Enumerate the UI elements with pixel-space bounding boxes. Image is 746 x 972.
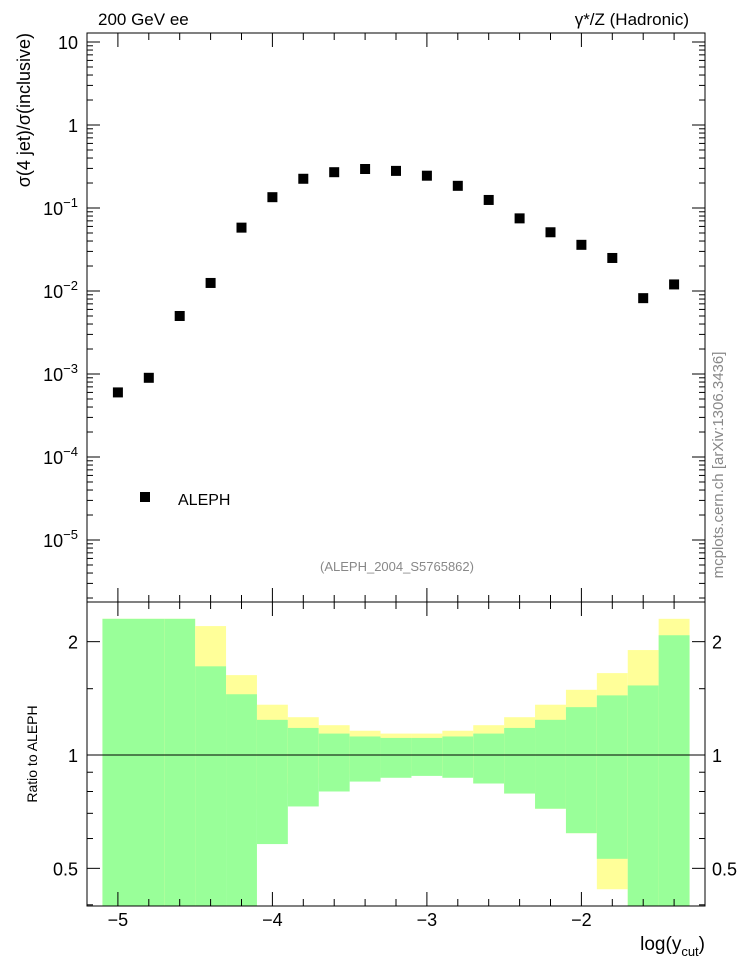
process-label: γ*/Z (Hadronic) [575, 10, 689, 29]
data-point [669, 279, 680, 290]
y-tick-label: 10−5 [43, 527, 78, 551]
side-label: mcplots.cern.ch [arXiv:1306.3436] [710, 352, 727, 579]
main-panel: 10 1 10−1 10−2 10−3 10−4 10−5 σ(4 jet)/σ(inclu… [14, 32, 706, 603]
inner-band-bin [287, 727, 319, 807]
x-axis-label-close: ) [699, 934, 705, 955]
x-axis-label-subscript: cut [681, 944, 699, 959]
data-point [483, 194, 494, 205]
data-point [421, 170, 432, 181]
inner-band-bin [256, 719, 288, 845]
ratio-panel: 2 2 1 1 0.5 0.5 −5 −4 −3 −2 Ratio to ALEPH log(y… [24, 601, 737, 959]
y-tick-label: 10−1 [43, 195, 78, 219]
x-tick-label: −2 [571, 910, 592, 930]
y-tick-label: 10−2 [43, 278, 78, 302]
inner-band-bin [658, 635, 690, 906]
data-point [329, 167, 340, 178]
ratio-y-axis-label: Ratio to ALEPH [24, 705, 40, 802]
inner-band-bin [164, 618, 196, 906]
main-y-axis-label: σ(4 jet)/σ(inclusive) [14, 33, 34, 187]
ratio-y-tick-label: 2 [68, 633, 78, 653]
data-point [576, 239, 587, 250]
x-tick-label: −5 [108, 910, 129, 930]
x-axis-label-main: log(y [640, 934, 682, 955]
inner-band-bin [442, 736, 474, 778]
inner-band-bin [226, 694, 257, 906]
data-point [112, 387, 123, 398]
inner-band-bin [565, 707, 597, 834]
inner-band-bin [627, 685, 659, 906]
x-tick-label: −4 [262, 910, 283, 930]
inner-band-bin [473, 733, 505, 784]
inner-band-bin [195, 666, 227, 906]
inner-band-bin [349, 736, 381, 782]
data-point [205, 277, 216, 288]
energy-label: 200 GeV ee [98, 10, 189, 29]
data-point [298, 173, 309, 184]
x-axis-label: log(ycut) [640, 934, 705, 959]
inner-band-bin [102, 618, 165, 906]
y-tick-label: 1 [68, 116, 78, 136]
inner-band-bin [380, 737, 412, 778]
main-x-ticks [86, 33, 706, 602]
main-y-ticks: 10 1 10−1 10−2 10−3 10−4 10−5 [43, 33, 705, 599]
inner-band-bin [504, 727, 536, 794]
data-point [545, 227, 556, 238]
y-tick-label: 10 [58, 33, 78, 53]
ratio-y-tick-label-right: 1 [712, 746, 722, 766]
data-point [638, 293, 649, 304]
inner-band-bin [411, 737, 443, 776]
ratio-y-tick-label-right: 0.5 [712, 859, 737, 879]
data-point [514, 213, 525, 224]
data-point [607, 252, 618, 263]
data-point [391, 165, 401, 176]
ratio-y-tick-label-right: 2 [712, 633, 722, 653]
analysis-label: (ALEPH_2004_S5765862) [320, 559, 474, 574]
data-point [174, 310, 185, 321]
inner-band-bin [596, 695, 628, 859]
ratio-bands [102, 618, 690, 906]
y-tick-label: 10−4 [43, 444, 78, 468]
legend-marker [140, 492, 150, 502]
ratio-y-ticks: 2 2 1 1 0.5 0.5 [53, 633, 737, 906]
data-point [236, 222, 247, 233]
y-tick-label: 10−3 [43, 361, 78, 385]
x-tick-label: −3 [417, 910, 438, 930]
ratio-y-tick-label: 1 [68, 746, 78, 766]
ratio-y-tick-label: 0.5 [53, 859, 78, 879]
data-point [267, 192, 278, 203]
data-point [143, 372, 154, 383]
legend-label: ALEPH [178, 492, 230, 509]
data-point [360, 164, 371, 175]
inner-band-bin [535, 719, 566, 809]
data-point [452, 180, 463, 191]
inner-band-bin [318, 733, 350, 792]
ratio-x-ticks: −5 −4 −3 −2 [86, 602, 706, 930]
data-points [112, 164, 680, 398]
